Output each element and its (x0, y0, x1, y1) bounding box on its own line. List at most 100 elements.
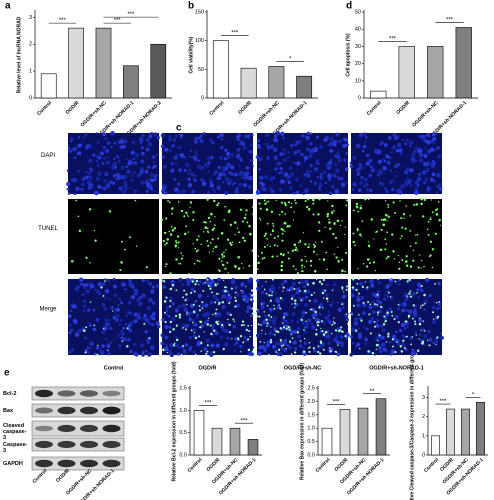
tunel-cell (344, 233, 346, 236)
nucleus (383, 143, 388, 148)
nucleus (73, 322, 76, 325)
tunel-cell (324, 226, 326, 229)
nucleus (243, 134, 248, 139)
tunel-cell (89, 261, 91, 264)
blot-strip (31, 420, 125, 437)
tunel-cell (212, 238, 214, 240)
tunel-cell (251, 249, 254, 252)
tunel-cell (245, 328, 249, 332)
tunel-cell (281, 210, 284, 213)
tunel-cell (376, 293, 379, 296)
nucleus (415, 180, 419, 184)
tunel-cell (375, 344, 379, 347)
tunel-cell (164, 244, 166, 246)
tunel-cell (251, 206, 254, 208)
significance-label: ** (370, 389, 375, 395)
nucleus (107, 279, 111, 283)
tunel-cell (240, 324, 243, 327)
tunel-cell (175, 244, 178, 248)
tunel-cell (343, 291, 345, 293)
tunel-cell (315, 328, 318, 331)
nucleus (305, 325, 309, 329)
tunel-cell (294, 202, 297, 205)
nucleus (295, 140, 300, 145)
nucleus (388, 307, 393, 312)
nucleus (408, 312, 412, 315)
tunel-cell (322, 258, 326, 261)
tunel-cell (301, 264, 304, 267)
bar (375, 398, 387, 456)
nucleus (220, 146, 223, 150)
tunel-cell (369, 332, 372, 335)
nucleus (370, 168, 375, 173)
nucleus (261, 344, 266, 349)
tunel-cell (195, 280, 199, 283)
tunel-cell (200, 341, 203, 344)
nucleus (363, 141, 367, 144)
tunel-cell (189, 206, 191, 209)
nucleus (227, 156, 230, 159)
tunel-cell (112, 310, 114, 312)
y-tick-label: 2.5 (307, 385, 315, 391)
nucleus (108, 180, 113, 185)
nucleus (234, 172, 238, 177)
y-tick-label: 1 (422, 433, 425, 439)
nucleus (194, 150, 198, 154)
tunel-cell (299, 289, 301, 292)
nucleus (334, 168, 340, 173)
tunel-cell (266, 304, 269, 307)
nucleus (163, 185, 167, 190)
nucleus (438, 175, 442, 178)
nucleus (344, 167, 349, 172)
nucleus (199, 280, 202, 283)
nucleus (365, 188, 370, 192)
nucleus (436, 307, 439, 310)
nucleus (378, 345, 382, 350)
nucleus (418, 158, 424, 163)
nucleus (222, 166, 226, 169)
nucleus (126, 169, 131, 174)
tunel-cell (340, 273, 343, 275)
tunel-cell (226, 261, 229, 264)
nucleus (333, 141, 337, 144)
tunel-cell (334, 236, 338, 239)
tunel-cell (351, 313, 353, 316)
nucleus (140, 180, 145, 185)
tunel-cell (377, 278, 379, 281)
tunel-cell (312, 243, 315, 246)
tunel-cell (295, 246, 297, 249)
nucleus (392, 334, 396, 339)
tunel-cell (206, 323, 209, 326)
tunel-cell (429, 254, 432, 257)
bar (431, 435, 440, 456)
nucleus (138, 302, 143, 306)
nucleus (202, 281, 206, 285)
nucleus (168, 137, 172, 141)
nucleus (378, 349, 383, 354)
nucleus (262, 320, 266, 325)
y-tick-label: 1.0 (307, 426, 315, 432)
tunel-cell (399, 345, 402, 348)
tunel-cell (170, 226, 173, 228)
nucleus (404, 172, 407, 175)
nucleus (288, 166, 293, 170)
tunel-cell (221, 301, 225, 304)
nucleus (121, 282, 126, 287)
nucleus (268, 186, 272, 190)
micrograph-bg (351, 199, 442, 274)
column-label: Control (104, 365, 124, 371)
nucleus (150, 289, 155, 294)
tunel-cell (195, 238, 199, 241)
nucleus (171, 302, 175, 306)
tunel-cell (148, 337, 151, 339)
nucleus (141, 353, 145, 357)
blot-band (35, 459, 53, 468)
tunel-cell (380, 228, 383, 231)
tunel-cell (230, 243, 233, 247)
nucleus (239, 344, 243, 349)
nucleus (168, 325, 172, 329)
nucleus (276, 307, 280, 311)
nucleus (105, 160, 111, 165)
nucleus (436, 146, 440, 150)
